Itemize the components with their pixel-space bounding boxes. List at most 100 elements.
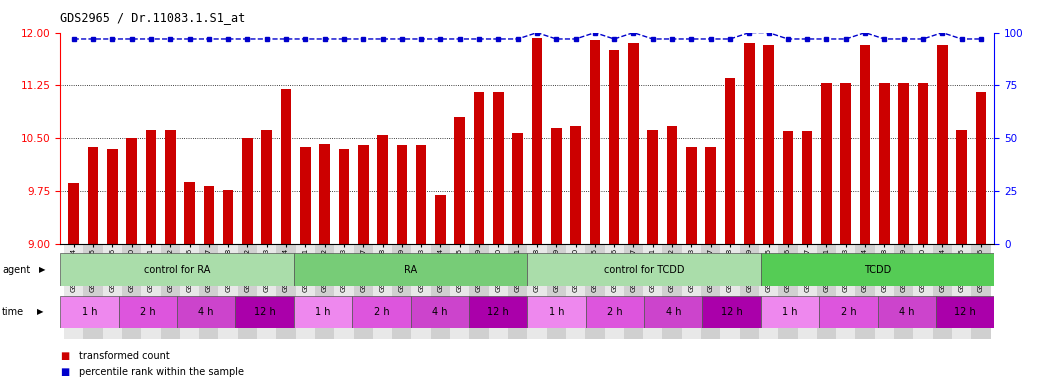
Bar (590, 40, 600, 244)
Bar (69, 183, 79, 244)
Bar (489, 244, 508, 339)
Bar (527, 244, 547, 339)
Bar (294, 253, 527, 286)
Bar (952, 244, 972, 339)
Bar (87, 147, 99, 244)
Bar (416, 145, 427, 244)
Text: 2 h: 2 h (607, 307, 623, 317)
Bar (397, 145, 407, 244)
Bar (223, 190, 234, 244)
Bar (358, 145, 368, 244)
Bar (913, 244, 932, 339)
Bar (122, 244, 141, 339)
Text: RA: RA (404, 265, 417, 275)
Bar (972, 244, 990, 339)
Bar (315, 244, 334, 339)
Text: 2 h: 2 h (374, 307, 389, 317)
Bar (513, 132, 523, 244)
Text: 4 h: 4 h (432, 307, 447, 317)
Bar (783, 131, 793, 244)
Bar (763, 45, 774, 244)
Bar (280, 89, 292, 244)
Bar (817, 244, 837, 339)
Bar (218, 244, 238, 339)
Bar (859, 45, 871, 244)
Bar (276, 244, 296, 339)
Bar (455, 117, 465, 244)
Bar (141, 244, 161, 339)
Bar (686, 147, 696, 244)
Text: 1 h: 1 h (82, 307, 98, 317)
Bar (118, 296, 176, 328)
Bar (837, 244, 855, 339)
Bar (352, 296, 411, 328)
Bar (373, 244, 392, 339)
Text: 4 h: 4 h (198, 307, 214, 317)
Bar (740, 244, 759, 339)
Bar (662, 244, 682, 339)
Text: 1 h: 1 h (549, 307, 565, 317)
Bar (165, 130, 175, 244)
Bar (294, 296, 352, 328)
Bar (354, 244, 373, 339)
Bar (161, 244, 180, 339)
Bar (570, 126, 581, 244)
Text: ▶: ▶ (37, 308, 44, 316)
Bar (531, 38, 542, 244)
Bar (184, 182, 195, 244)
Text: 12 h: 12 h (954, 307, 976, 317)
Text: agent: agent (2, 265, 30, 275)
Bar (875, 244, 894, 339)
Bar (725, 78, 735, 244)
Bar (411, 244, 431, 339)
Bar (585, 244, 604, 339)
Bar (64, 244, 83, 339)
Text: 2 h: 2 h (841, 307, 856, 317)
Text: control for TCDD: control for TCDD (604, 265, 684, 275)
Bar (802, 131, 813, 244)
Bar (242, 138, 252, 244)
Text: 4 h: 4 h (899, 307, 914, 317)
Bar (855, 244, 875, 339)
Bar (551, 127, 562, 244)
Bar (469, 296, 527, 328)
Text: time: time (2, 307, 24, 317)
Text: 2 h: 2 h (140, 307, 156, 317)
Bar (238, 244, 257, 339)
Text: ▶: ▶ (39, 265, 46, 274)
Bar (199, 244, 218, 339)
Bar (300, 147, 310, 244)
Bar (392, 244, 411, 339)
Bar (841, 83, 851, 244)
Bar (644, 296, 703, 328)
Bar (644, 244, 662, 339)
Bar (797, 244, 817, 339)
Bar (508, 244, 527, 339)
Text: 12 h: 12 h (720, 307, 742, 317)
Text: 1 h: 1 h (783, 307, 798, 317)
Bar (435, 195, 445, 244)
Bar (566, 244, 585, 339)
Bar (628, 43, 638, 244)
Bar (761, 296, 819, 328)
Bar (706, 147, 716, 244)
Bar (918, 83, 928, 244)
Bar (624, 244, 644, 339)
Bar (585, 296, 644, 328)
Bar (744, 43, 755, 244)
Bar (320, 144, 330, 244)
Bar (411, 296, 469, 328)
Bar (176, 296, 236, 328)
Bar (937, 45, 948, 244)
Text: ■: ■ (60, 351, 70, 361)
Bar (107, 149, 117, 244)
Text: GDS2965 / Dr.11083.1.S1_at: GDS2965 / Dr.11083.1.S1_at (60, 12, 245, 25)
Bar (898, 83, 909, 244)
Bar (648, 130, 658, 244)
Bar (262, 130, 272, 244)
Bar (83, 244, 103, 339)
Bar (682, 244, 701, 339)
Bar (296, 244, 315, 339)
Text: ■: ■ (60, 367, 70, 377)
Bar (720, 244, 740, 339)
